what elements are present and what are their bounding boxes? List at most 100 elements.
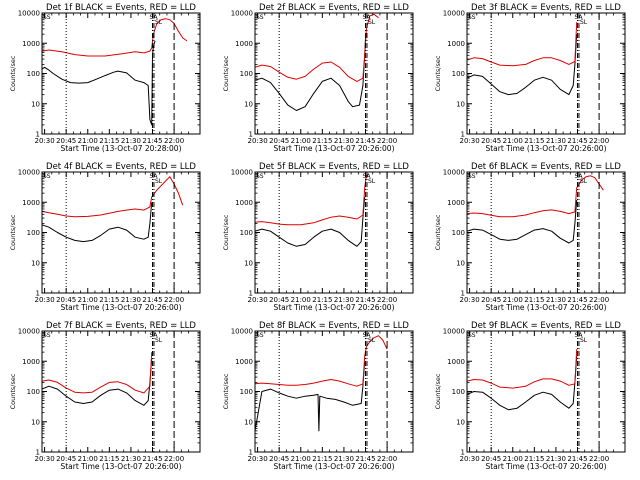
y-tick-label: 1	[36, 449, 40, 457]
y-tick-label: 10	[456, 418, 465, 426]
y-tick-label: 10000	[443, 169, 465, 177]
lld-series-line	[467, 22, 578, 67]
x-tick-label: 21:15	[524, 296, 544, 304]
x-tick-label: 21:15	[524, 137, 544, 145]
lld-series-line	[467, 349, 578, 389]
x-tick-label: 21:00	[291, 455, 311, 463]
y-tick-label: 1000	[22, 40, 40, 48]
x-tick-label: 20:30	[459, 455, 479, 463]
flag-label: SS	[468, 173, 476, 180]
flag-label: SL	[580, 178, 588, 185]
flag-label: SS	[43, 173, 51, 180]
y-tick-label: 1000	[447, 40, 465, 48]
x-tick-label: 20:45	[269, 296, 289, 304]
x-tick-label: 20:30	[459, 137, 479, 145]
x-tick-label: 22:00	[589, 455, 609, 463]
y-tick-label: 10	[456, 100, 465, 108]
x-tick-label: 22:00	[164, 296, 184, 304]
x-tick-label: 20:45	[56, 137, 76, 145]
events-series-line	[467, 199, 578, 244]
y-tick-label: 10000	[443, 10, 465, 18]
x-tick-label: 21:45	[142, 137, 162, 145]
x-tick-label: 21:15	[99, 137, 119, 145]
y-tick-label: 100	[240, 70, 253, 78]
x-tick-label: 21:30	[334, 137, 354, 145]
y-tick-label: 10	[456, 259, 465, 267]
y-tick-label: 1	[249, 449, 253, 457]
x-tick-label: 20:30	[247, 455, 267, 463]
x-tick-label: 22:00	[377, 296, 397, 304]
events-series-line	[255, 196, 366, 247]
x-tick-label: 20:45	[269, 137, 289, 145]
y-tick-label: 100	[452, 388, 465, 396]
y-tick-label: 10000	[231, 328, 253, 336]
flag-label: SL	[580, 19, 588, 26]
flag-label: SA	[575, 173, 584, 180]
flag-label: SS	[43, 332, 51, 339]
y-tick-label: 100	[452, 229, 465, 237]
events-series-line	[255, 37, 366, 111]
x-tick-label: 21:30	[546, 455, 566, 463]
x-tick-label: 21:00	[503, 296, 523, 304]
flag-label: SL	[580, 337, 588, 344]
x-tick-label: 21:45	[355, 455, 375, 463]
x-axis-label: Start Time (13-Oct-07 20:26:00)	[485, 303, 606, 312]
x-tick-label: 20:30	[34, 137, 54, 145]
x-tick-label: 21:15	[312, 455, 332, 463]
x-tick-label: 21:15	[524, 455, 544, 463]
y-tick-label: 1	[249, 290, 253, 298]
x-tick-label: 21:15	[99, 455, 119, 463]
y-tick-label: 1000	[22, 199, 40, 207]
x-tick-label: 20:30	[247, 296, 267, 304]
x-tick-label: 22:00	[164, 455, 184, 463]
x-tick-label: 20:30	[34, 296, 54, 304]
flag-label: SL	[368, 19, 376, 26]
flag-label: SL	[155, 337, 163, 344]
lld-series-line	[467, 175, 604, 218]
panel-title: Det 2f BLACK = Events, RED = LLD	[259, 3, 409, 13]
lld-series-line	[255, 335, 388, 387]
flag-label: SS	[468, 332, 476, 339]
panel-title: Det 3f BLACK = Events, RED = LLD	[471, 3, 621, 13]
y-tick-label: 1	[461, 290, 465, 298]
x-tick-label: 20:45	[56, 455, 76, 463]
x-tick-label: 21:45	[355, 296, 375, 304]
events-series-line	[42, 40, 156, 126]
x-tick-label: 21:30	[546, 137, 566, 145]
y-tick-label: 1000	[22, 358, 40, 366]
x-tick-label: 22:00	[377, 455, 397, 463]
x-axis-label: Start Time (13-Oct-07 20:26:00)	[485, 462, 606, 471]
flag-label: SL	[368, 337, 376, 344]
x-tick-label: 22:00	[164, 137, 184, 145]
flag-label: SA	[150, 332, 159, 339]
y-tick-label: 1000	[447, 199, 465, 207]
flag-label: SA	[363, 14, 372, 21]
flag-label: SA	[575, 14, 584, 21]
y-tick-label: 10000	[18, 328, 40, 336]
events-series-line	[467, 34, 578, 96]
x-tick-label: 21:45	[142, 296, 162, 304]
events-series-line	[42, 358, 153, 406]
x-tick-label: 21:30	[121, 296, 141, 304]
y-axis-label: Counts/sec	[9, 55, 17, 91]
x-tick-label: 21:45	[355, 137, 375, 145]
y-tick-label: 1	[461, 131, 465, 139]
x-tick-label: 21:15	[312, 296, 332, 304]
y-tick-label: 1000	[235, 358, 253, 366]
flag-label: SA	[363, 173, 372, 180]
y-tick-label: 100	[27, 388, 40, 396]
x-tick-label: 21:45	[567, 137, 587, 145]
panel-title: Det 5f BLACK = Events, RED = LLD	[259, 162, 409, 172]
x-axis-label: Start Time (13-Oct-07 20:26:00)	[60, 462, 181, 471]
y-tick-label: 10000	[18, 169, 40, 177]
x-tick-label: 22:00	[377, 137, 397, 145]
y-tick-label: 10000	[443, 328, 465, 336]
flag-label: SA	[363, 332, 372, 339]
y-tick-label: 1	[461, 449, 465, 457]
flag-label: SL	[155, 19, 163, 26]
events-series-line	[42, 202, 153, 243]
